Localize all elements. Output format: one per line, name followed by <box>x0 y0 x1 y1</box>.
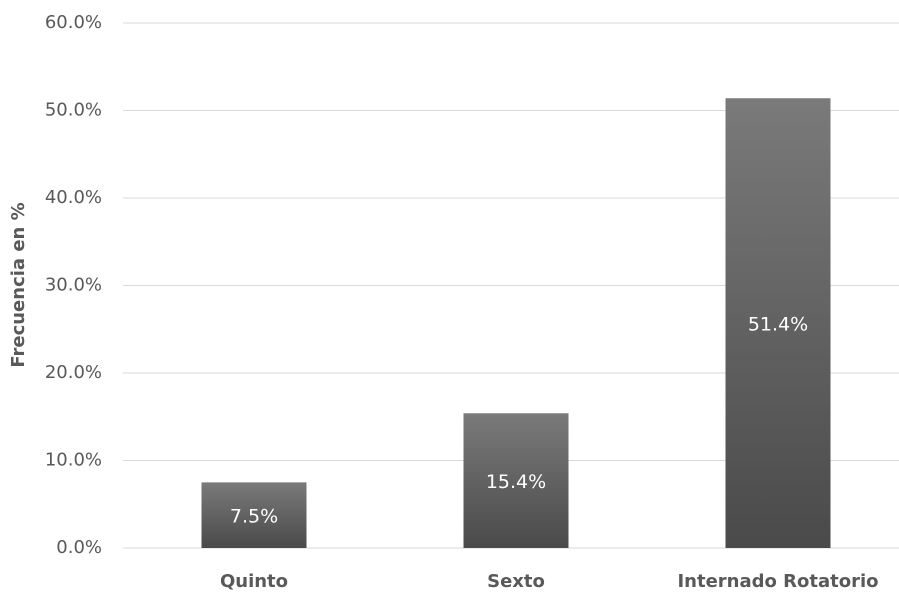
value-label: 7.5% <box>230 506 278 528</box>
bar <box>201 482 307 548</box>
y-tick-label: 40.0% <box>45 187 102 208</box>
y-tick-label: 50.0% <box>45 100 102 121</box>
x-tick-label: Internado Rotatorio <box>677 571 878 592</box>
y-tick-label: 10.0% <box>45 450 102 471</box>
value-label: 51.4% <box>748 314 808 336</box>
y-tick-label: 0.0% <box>56 537 102 558</box>
y-axis-title: Frecuencia en % <box>8 202 29 367</box>
value-label: 15.4% <box>486 471 546 493</box>
x-tick-label: Sexto <box>487 571 545 592</box>
bar <box>725 98 831 548</box>
bar <box>463 413 569 548</box>
y-tick-label: 20.0% <box>45 362 102 383</box>
y-tick-label: 60.0% <box>45 12 102 33</box>
x-tick-label: Quinto <box>220 571 288 592</box>
y-tick-label: 30.0% <box>45 275 102 296</box>
